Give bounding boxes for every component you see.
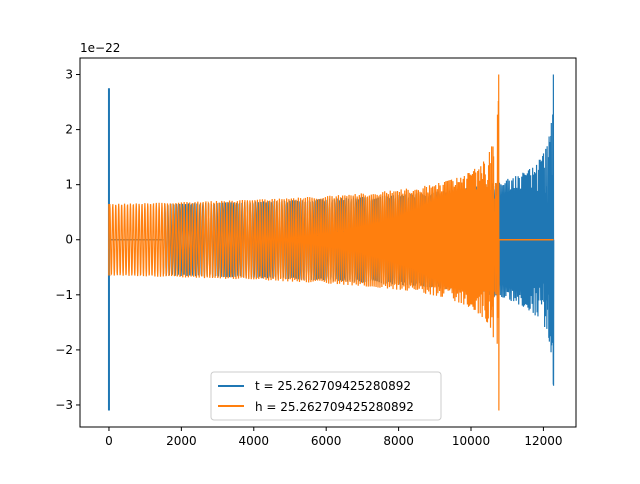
x-tick-label: 4000	[239, 434, 270, 448]
x-tick-label: 12000	[524, 434, 562, 448]
y-tick-label: −3	[55, 398, 73, 412]
x-tick-label: 8000	[383, 434, 414, 448]
legend-label-t: t = 25.262709425280892	[255, 379, 411, 393]
x-tick-label: 2000	[166, 434, 197, 448]
y-tick-label: −2	[55, 343, 73, 357]
y-offset-label: 1e−22	[80, 41, 120, 55]
legend-label-h: h = 25.262709425280892	[255, 400, 414, 414]
y-tick-label: 2	[65, 123, 73, 137]
plot-layer	[107, 74, 555, 411]
x-tick-label: 6000	[311, 434, 342, 448]
x-axis-ticks: 0 2000 4000 6000 8000 10000 12000	[105, 427, 563, 448]
y-tick-label: −1	[55, 288, 73, 302]
x-tick-label: 10000	[452, 434, 490, 448]
y-tick-label: 1	[65, 178, 73, 192]
series-h-line	[108, 74, 500, 411]
legend-box	[210, 371, 442, 421]
x-tick-label: 0	[105, 434, 113, 448]
y-tick-label: 3	[65, 68, 73, 82]
y-tick-label: 0	[65, 233, 73, 247]
axes-frame	[79, 57, 577, 428]
legend: t = 25.262709425280892 h = 25.2627094252…	[210, 371, 442, 421]
y-axis-ticks: −3 −2 −1 0 1 2 3	[55, 68, 80, 412]
series-h	[108, 74, 554, 411]
